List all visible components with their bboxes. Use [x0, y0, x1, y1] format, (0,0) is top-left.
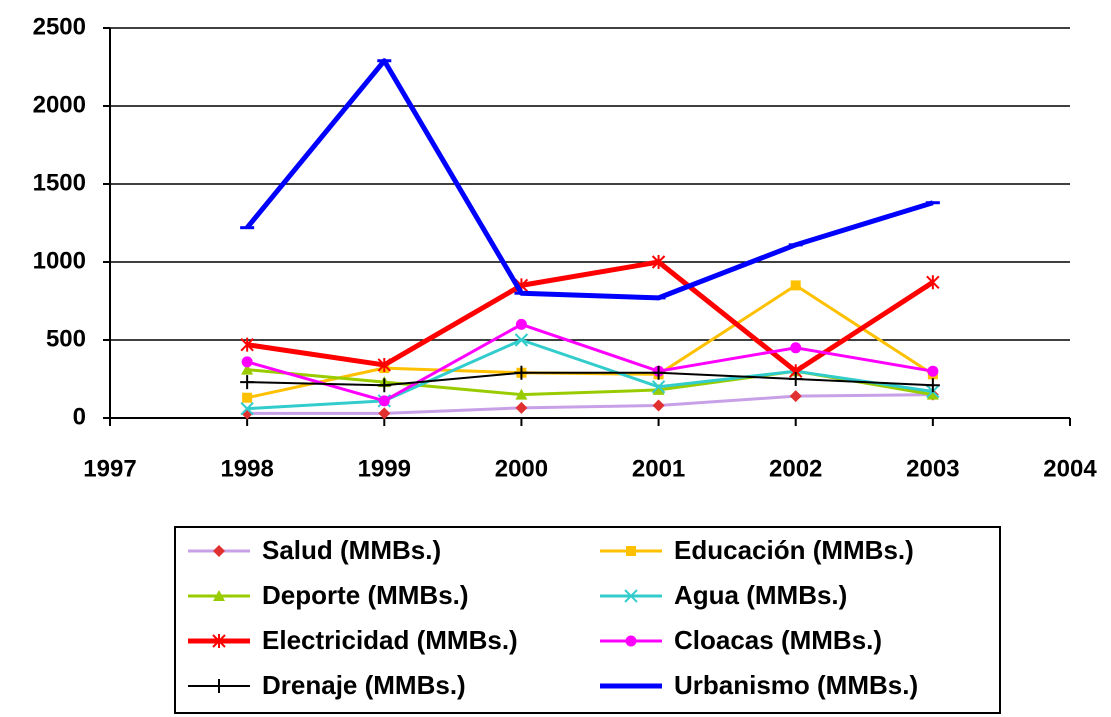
series-line [246, 259, 935, 374]
marker [652, 383, 665, 395]
x-tick-label: 2003 [906, 455, 959, 482]
legend-label: Drenaje (MMBs.) [262, 670, 466, 700]
y-tick-label: 0 [73, 403, 86, 430]
marker [625, 635, 637, 647]
marker [240, 401, 254, 416]
y-tick-label: 2500 [33, 13, 86, 40]
series-line [246, 322, 934, 403]
marker [377, 378, 392, 393]
y-tick-label: 1500 [33, 169, 86, 196]
series-line [247, 371, 933, 387]
marker [213, 590, 225, 601]
marker [652, 399, 665, 412]
marker [241, 363, 254, 375]
marker [514, 333, 529, 347]
series-line [247, 338, 934, 411]
marker [241, 356, 253, 368]
marker [926, 275, 940, 290]
marker [788, 372, 803, 386]
marker [789, 390, 802, 403]
marker [242, 392, 253, 403]
marker [213, 545, 225, 557]
marker [378, 395, 390, 407]
legend-label: Urbanismo (MMBs.) [674, 670, 918, 700]
marker [926, 388, 939, 400]
y-tick-label: 500 [46, 325, 86, 352]
marker [240, 337, 254, 352]
marker [514, 365, 529, 380]
legend-label: Educación (MMBs.) [674, 535, 914, 565]
x-tick-label: 2000 [495, 455, 548, 482]
marker [925, 378, 940, 393]
series-line [247, 393, 933, 415]
marker [927, 365, 939, 377]
legend-box [174, 526, 1001, 714]
marker [790, 342, 802, 354]
legend-label: Electricidad (MMBs.) [262, 625, 518, 655]
legend-label: Salud (MMBs.) [262, 535, 441, 565]
legend-label: Cloacas (MMBs.) [674, 625, 882, 655]
x-tick-label: 2002 [769, 455, 822, 482]
marker [626, 546, 636, 556]
marker [651, 255, 666, 269]
series-line [245, 58, 934, 301]
marker [651, 365, 666, 380]
marker [515, 401, 528, 414]
x-tick-label: 2001 [632, 455, 685, 482]
marker [515, 388, 528, 400]
marker [212, 634, 226, 648]
legend-label: Agua (MMBs.) [674, 580, 847, 610]
x-tick-label: 2004 [1043, 455, 1097, 482]
marker [212, 679, 226, 693]
marker [651, 380, 666, 394]
legend-label: Deporte (MMBs.) [262, 580, 469, 610]
y-tick-label: 2000 [33, 91, 86, 118]
x-tick-label: 1997 [83, 455, 136, 482]
y-tick-label: 1000 [33, 247, 86, 274]
marker [378, 407, 391, 420]
marker [377, 357, 391, 372]
marker [624, 589, 638, 603]
x-tick-label: 1998 [220, 455, 273, 482]
x-tick-label: 1999 [358, 455, 411, 482]
marker [240, 375, 255, 390]
marker [515, 318, 527, 330]
marker [790, 280, 801, 291]
